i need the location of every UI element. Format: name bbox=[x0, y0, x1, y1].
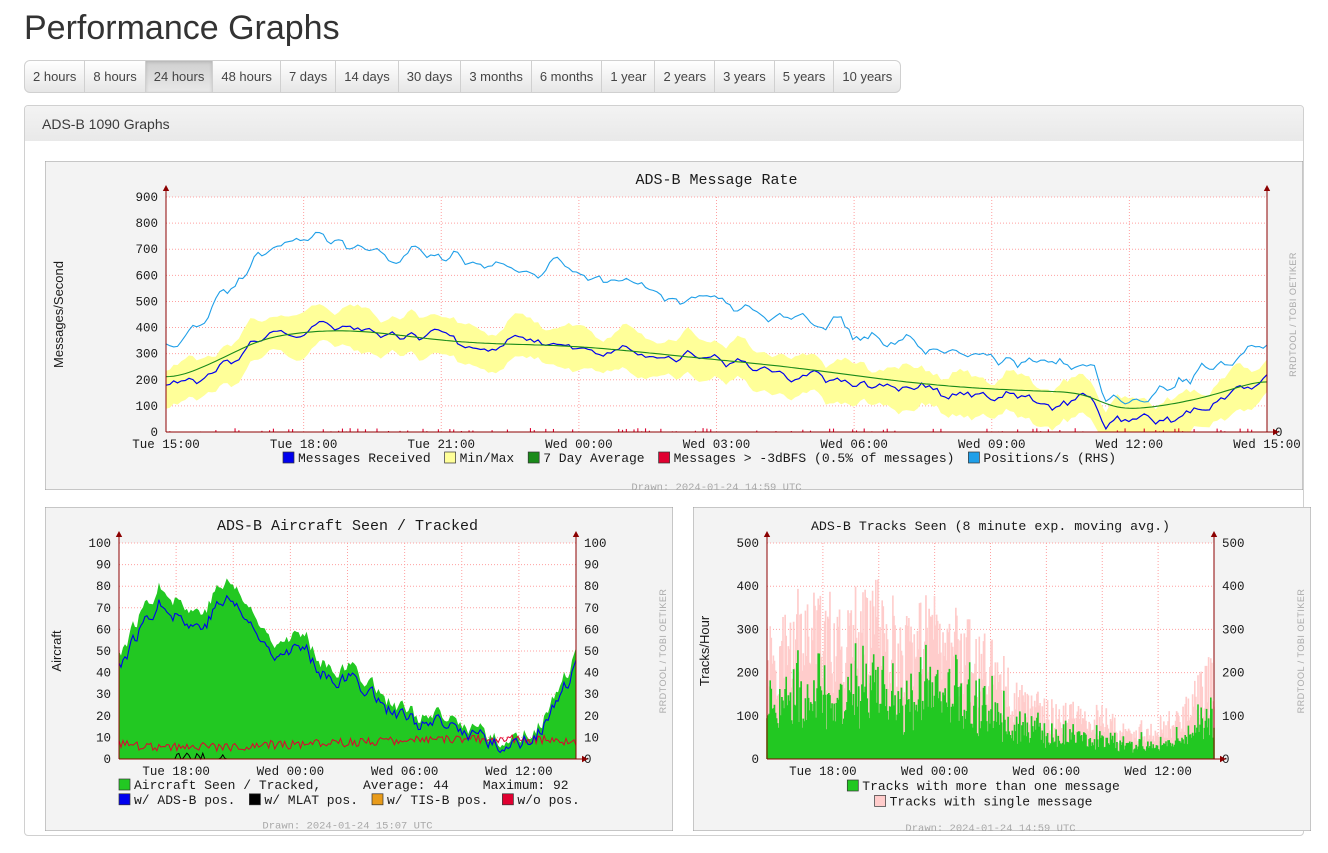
svg-text:900: 900 bbox=[135, 191, 158, 205]
svg-text:90: 90 bbox=[584, 559, 599, 573]
svg-text:w/ TIS-B pos.: w/ TIS-B pos. bbox=[387, 793, 488, 808]
svg-text:100: 100 bbox=[135, 400, 158, 414]
svg-text:500: 500 bbox=[736, 537, 759, 551]
svg-text:w/o pos.: w/o pos. bbox=[517, 793, 579, 808]
svg-text:300: 300 bbox=[736, 623, 759, 637]
svg-text:Wed 06:00: Wed 06:00 bbox=[371, 765, 439, 779]
svg-text:w/ ADS-B pos.: w/ ADS-B pos. bbox=[134, 793, 235, 808]
svg-text:Tue 15:00: Tue 15:00 bbox=[132, 438, 200, 452]
svg-text:400: 400 bbox=[1222, 580, 1245, 594]
svg-text:Average: 44: Average: 44 bbox=[363, 778, 449, 793]
svg-text:80: 80 bbox=[584, 580, 599, 594]
svg-text:Wed 06:00: Wed 06:00 bbox=[1013, 765, 1081, 779]
svg-text:20: 20 bbox=[96, 710, 111, 724]
svg-text:800: 800 bbox=[135, 217, 158, 231]
svg-text:Wed 00:00: Wed 00:00 bbox=[545, 438, 613, 452]
svg-text:Drawn: 2024-01-24 15:07 UTC: Drawn: 2024-01-24 15:07 UTC bbox=[262, 821, 432, 831]
svg-text:20: 20 bbox=[584, 710, 599, 724]
svg-text:10: 10 bbox=[584, 731, 599, 745]
svg-text:Wed 03:00: Wed 03:00 bbox=[683, 438, 751, 452]
svg-text:Positions/s (RHS): Positions/s (RHS) bbox=[983, 451, 1116, 466]
svg-text:Tue 18:00: Tue 18:00 bbox=[789, 765, 857, 779]
svg-text:Maximum: 92: Maximum: 92 bbox=[483, 778, 569, 793]
svg-text:300: 300 bbox=[135, 348, 158, 362]
svg-text:w/ MLAT pos.: w/ MLAT pos. bbox=[264, 793, 358, 808]
svg-text:ADS-B Tracks Seen (8 minute ex: ADS-B Tracks Seen (8 minute exp. moving … bbox=[811, 519, 1170, 534]
svg-text:70: 70 bbox=[584, 602, 599, 616]
svg-text:80: 80 bbox=[96, 580, 111, 594]
svg-text:Aircraft: Aircraft bbox=[49, 630, 64, 672]
svg-text:Min/Max: Min/Max bbox=[460, 451, 515, 466]
svg-text:300: 300 bbox=[1222, 623, 1245, 637]
svg-text:500: 500 bbox=[1222, 537, 1245, 551]
svg-text:70: 70 bbox=[96, 602, 111, 616]
svg-text:40: 40 bbox=[96, 667, 111, 681]
svg-text:Wed 12:00: Wed 12:00 bbox=[1096, 438, 1164, 452]
svg-text:Wed 00:00: Wed 00:00 bbox=[901, 765, 969, 779]
svg-text:Drawn: 2024-01-24 14:59 UTC: Drawn: 2024-01-24 14:59 UTC bbox=[631, 482, 801, 490]
svg-text:90: 90 bbox=[96, 559, 111, 573]
svg-text:RRDTOOL / TOBI OETIKER: RRDTOOL / TOBI OETIKER bbox=[658, 589, 668, 714]
svg-text:500: 500 bbox=[135, 295, 158, 309]
svg-text:Wed 09:00: Wed 09:00 bbox=[958, 438, 1026, 452]
svg-text:Aircraft Seen / Tracked,: Aircraft Seen / Tracked, bbox=[134, 778, 321, 793]
svg-text:ADS-B Aircraft Seen / Tracked: ADS-B Aircraft Seen / Tracked bbox=[217, 518, 478, 535]
svg-text:100: 100 bbox=[584, 537, 607, 551]
svg-text:400: 400 bbox=[135, 322, 158, 336]
svg-text:60: 60 bbox=[584, 623, 599, 637]
svg-text:Wed 12:00: Wed 12:00 bbox=[485, 765, 553, 779]
svg-text:50: 50 bbox=[584, 645, 599, 659]
svg-text:Tue 21:00: Tue 21:00 bbox=[407, 438, 475, 452]
svg-text:50: 50 bbox=[96, 645, 111, 659]
svg-text:ADS-B Message Rate: ADS-B Message Rate bbox=[635, 172, 797, 189]
svg-text:10: 10 bbox=[96, 731, 111, 745]
svg-text:200: 200 bbox=[135, 374, 158, 388]
svg-text:Wed 00:00: Wed 00:00 bbox=[257, 765, 325, 779]
svg-text:400: 400 bbox=[736, 580, 759, 594]
svg-text:0: 0 bbox=[751, 753, 759, 767]
svg-text:700: 700 bbox=[135, 243, 158, 257]
svg-text:30: 30 bbox=[584, 688, 599, 702]
svg-text:Messages/Second: Messages/Second bbox=[51, 261, 66, 368]
svg-text:Wed 15:00: Wed 15:00 bbox=[1233, 438, 1301, 452]
svg-text:RRDTOOL / TOBI OETIKER: RRDTOOL / TOBI OETIKER bbox=[1288, 252, 1298, 377]
svg-text:Messages Received: Messages Received bbox=[298, 451, 431, 466]
svg-text:100: 100 bbox=[88, 537, 111, 551]
svg-text:Tue 18:00: Tue 18:00 bbox=[270, 438, 338, 452]
svg-text:30: 30 bbox=[96, 688, 111, 702]
svg-text:Tue 18:00: Tue 18:00 bbox=[142, 765, 210, 779]
svg-text:Tracks/Hour: Tracks/Hour bbox=[697, 615, 712, 686]
svg-text:Tracks with single message: Tracks with single message bbox=[890, 794, 1093, 809]
svg-text:RRDTOOL / TOBI OETIKER: RRDTOOL / TOBI OETIKER bbox=[1296, 589, 1306, 714]
svg-text:200: 200 bbox=[1222, 667, 1245, 681]
svg-text:Wed 06:00: Wed 06:00 bbox=[820, 438, 888, 452]
svg-text:7 Day Average: 7 Day Average bbox=[543, 451, 644, 466]
svg-text:100: 100 bbox=[736, 710, 759, 724]
svg-text:0: 0 bbox=[103, 753, 111, 767]
svg-text:600: 600 bbox=[135, 269, 158, 283]
svg-text:Tracks with more than one mess: Tracks with more than one message bbox=[862, 779, 1119, 794]
svg-text:Drawn: 2024-01-24 14:59 UTC: Drawn: 2024-01-24 14:59 UTC bbox=[905, 823, 1075, 831]
svg-text:Wed 12:00: Wed 12:00 bbox=[1124, 765, 1192, 779]
svg-text:60: 60 bbox=[96, 623, 111, 637]
svg-text:200: 200 bbox=[736, 667, 759, 681]
svg-text:40: 40 bbox=[584, 667, 599, 681]
svg-text:100: 100 bbox=[1222, 710, 1245, 724]
svg-text:Messages > -3dBFS (0.5% of mes: Messages > -3dBFS (0.5% of messages) bbox=[674, 451, 955, 466]
